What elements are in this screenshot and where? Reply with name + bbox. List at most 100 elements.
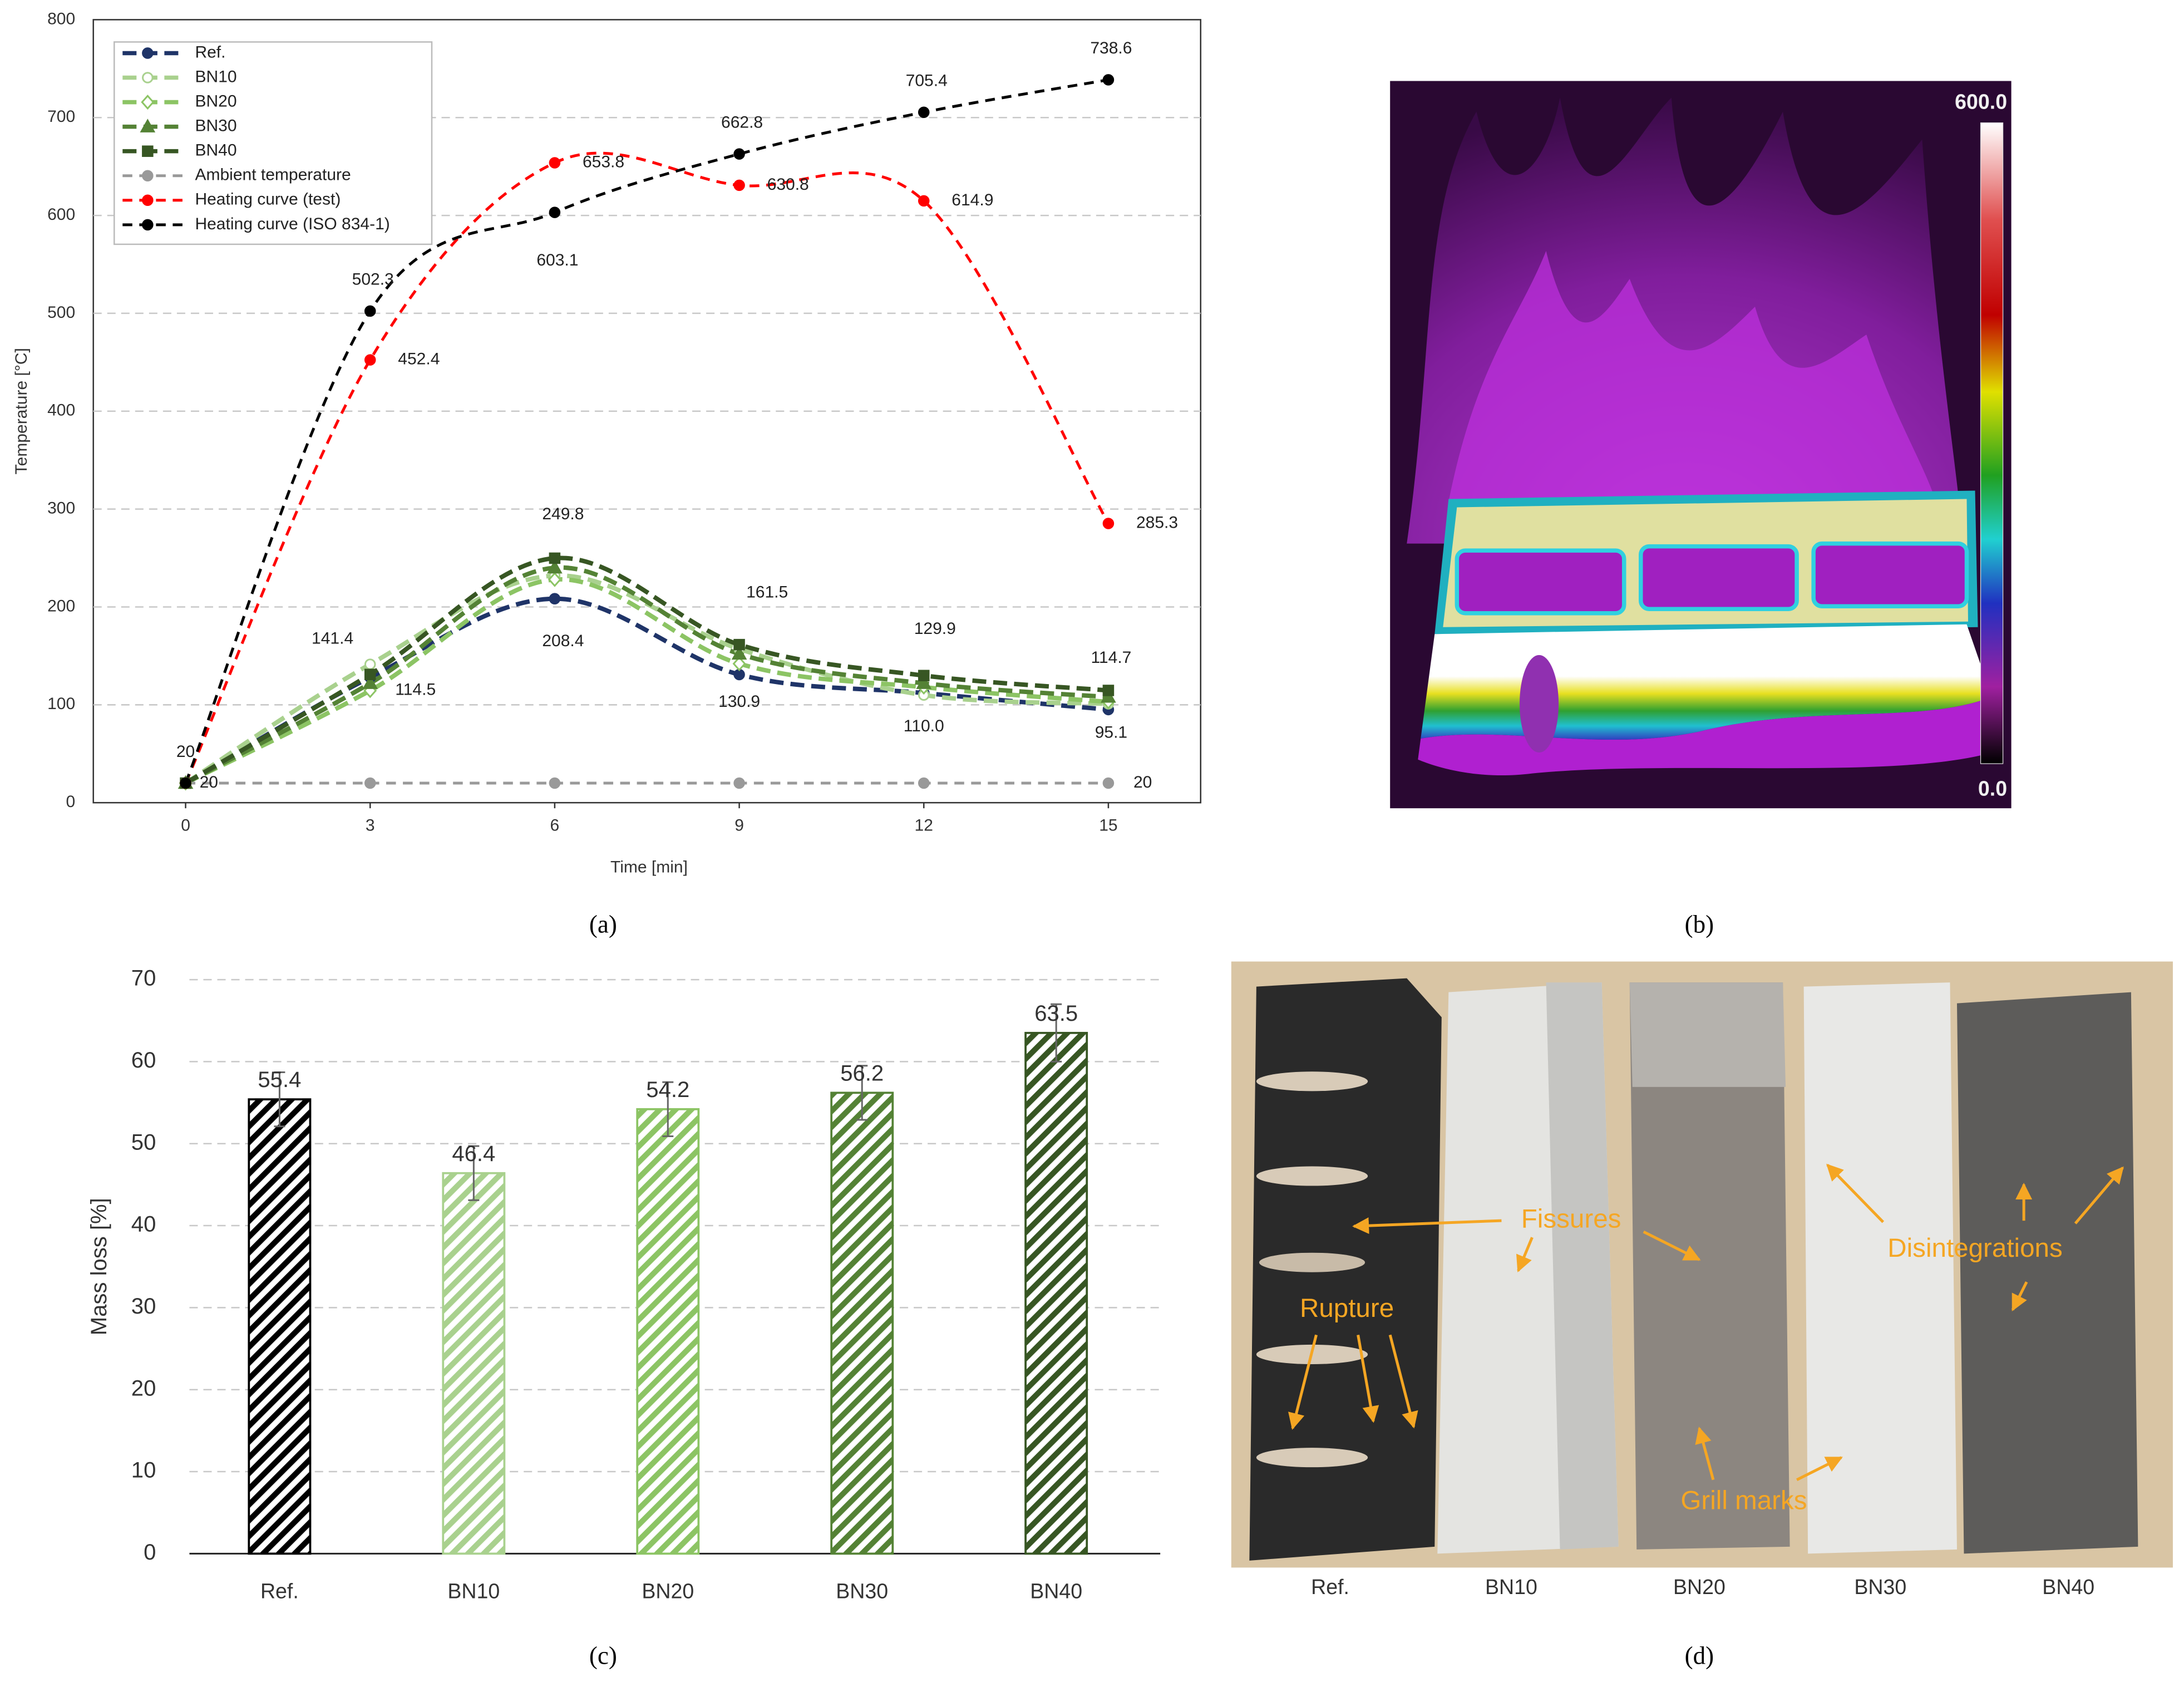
x-tick-label: BN40 [1030, 1579, 1082, 1602]
legend-label: Ambient temperature [195, 166, 351, 184]
y-tick-label: 70 [131, 966, 156, 991]
series-line [184, 565, 1109, 785]
data-label: 141.4 [312, 629, 353, 647]
data-label: 110.0 [904, 717, 944, 735]
series-line [184, 573, 1109, 785]
annotation: Rupture [1300, 1294, 1394, 1323]
y-tick-label: 40 [131, 1212, 156, 1237]
marker [1102, 685, 1115, 696]
data-label: 161.5 [746, 583, 788, 601]
bar [1024, 1031, 1088, 1555]
y-axis-label: Temperature [°C] [12, 348, 31, 474]
marker [918, 195, 930, 207]
y-tick-label: 100 [47, 695, 75, 713]
data-label: 56.2 [840, 1061, 884, 1085]
legend-label: Heating curve (test) [195, 190, 341, 209]
x-tick-label: BN10 [447, 1579, 500, 1602]
data-label: 502.3 [352, 271, 394, 289]
marker [141, 95, 155, 110]
legend-label: BN20 [195, 92, 236, 110]
x-tick-label: Ref. [260, 1579, 299, 1602]
colorbar-label: 0.0 [1978, 777, 2007, 800]
x-tick-label: 3 [366, 817, 375, 835]
bar [248, 1098, 312, 1555]
x-axis-label: Time [min] [610, 858, 688, 877]
data-label: 114.5 [395, 681, 436, 699]
data-label: 603.1 [536, 251, 578, 269]
bar [830, 1091, 894, 1555]
marker [549, 777, 561, 789]
marker [1102, 777, 1115, 789]
y-tick-label: 10 [131, 1458, 156, 1483]
panel-label: (c) [589, 1641, 617, 1669]
marker [1102, 518, 1115, 529]
marker [549, 157, 561, 169]
specimen-label: Ref. [1311, 1575, 1349, 1599]
specimen-label: BN20 [1673, 1575, 1725, 1599]
data-label: 130.9 [718, 692, 760, 711]
data-label: 95.1 [1095, 723, 1127, 741]
data-label: 662.8 [721, 114, 763, 132]
y-tick-label: 200 [47, 597, 75, 615]
marker [548, 572, 561, 587]
marker [142, 72, 154, 83]
marker [918, 106, 930, 118]
legend-label: BN40 [195, 141, 236, 160]
y-tick-label: 700 [47, 107, 75, 126]
marker [364, 305, 376, 317]
specimen-label: BN30 [1854, 1575, 1906, 1599]
legend-label: BN30 [195, 117, 236, 135]
y-tick-label: 800 [47, 9, 75, 28]
marker [364, 777, 376, 789]
panel-label: (d) [1685, 1641, 1714, 1669]
annotation: Grill marks [1680, 1486, 1807, 1515]
data-label: 20 [1133, 773, 1152, 791]
annotation: Disintegrations [1887, 1233, 2063, 1263]
y-tick-label: 0 [66, 793, 75, 811]
marker [142, 47, 154, 59]
marker [142, 219, 154, 231]
annotation: Fissures [1521, 1204, 1621, 1234]
marker [364, 668, 376, 681]
y-axis-label: Mass loss [%] [87, 1198, 111, 1335]
x-tick-label: 0 [181, 817, 190, 835]
data-label: 208.4 [542, 632, 584, 650]
panel-label: (a) [589, 910, 617, 938]
marker [918, 777, 930, 789]
y-tick-label: 30 [131, 1294, 156, 1319]
y-tick-label: 300 [47, 499, 75, 518]
marker [916, 675, 932, 689]
marker [140, 119, 156, 132]
data-label: 129.9 [914, 619, 956, 638]
marker [362, 675, 378, 689]
marker [364, 658, 376, 670]
data-label: 114.7 [1091, 648, 1131, 667]
y-tick-label: 0 [144, 1540, 156, 1565]
y-tick-label: 20 [131, 1376, 156, 1400]
marker [142, 194, 154, 206]
thermal-image [1390, 81, 2012, 809]
marker [142, 170, 154, 181]
y-tick-label: 600 [47, 205, 75, 224]
series-line [184, 555, 1109, 785]
colorbar-label: 600.0 [1955, 90, 2007, 113]
marker [733, 638, 745, 651]
x-tick-label: BN20 [642, 1579, 694, 1602]
data-label: 630.8 [767, 175, 809, 194]
marker [732, 656, 746, 671]
y-tick-label: 60 [131, 1048, 156, 1073]
marker [549, 593, 561, 604]
data-label: 653.8 [583, 153, 624, 171]
x-tick-label: 9 [734, 817, 744, 835]
legend-label: BN10 [195, 67, 236, 86]
x-tick-label: 6 [550, 817, 560, 835]
y-tick-label: 50 [131, 1130, 156, 1154]
y-tick-label: 400 [47, 401, 75, 420]
data-label: 285.3 [1136, 513, 1178, 532]
marker [733, 148, 745, 160]
marker [918, 670, 930, 681]
bar [442, 1172, 506, 1555]
legend-label: Heating curve (ISO 834-1) [195, 215, 390, 233]
